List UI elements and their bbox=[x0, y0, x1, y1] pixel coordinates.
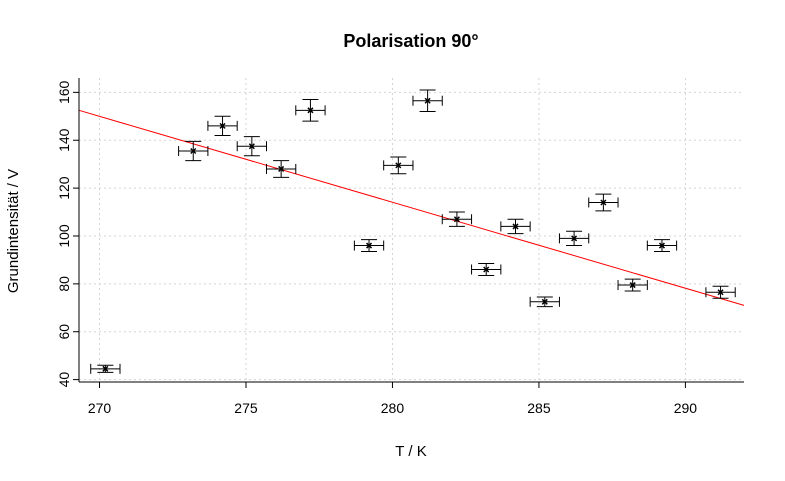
y-axis-ticks: 40 60 80 100 120 140 160 bbox=[56, 80, 79, 387]
point-marker bbox=[248, 143, 255, 150]
axes bbox=[78, 78, 744, 383]
point-marker bbox=[629, 282, 636, 289]
point-marker bbox=[453, 216, 460, 223]
grid-lines bbox=[79, 78, 744, 382]
point-marker bbox=[541, 298, 548, 305]
data-point bbox=[705, 285, 736, 299]
data-point bbox=[646, 239, 678, 253]
data-point bbox=[207, 115, 238, 136]
y-tick-label: 80 bbox=[56, 276, 72, 292]
data-point bbox=[441, 211, 473, 227]
point-marker bbox=[658, 242, 666, 249]
point-marker bbox=[102, 365, 109, 372]
point-marker bbox=[395, 162, 402, 169]
data-point bbox=[353, 239, 385, 253]
x-tick-label: 280 bbox=[381, 400, 405, 416]
x-tick-label: 275 bbox=[234, 400, 258, 416]
data-point bbox=[383, 156, 414, 175]
fit-line-group bbox=[78, 109, 745, 306]
point-marker bbox=[278, 165, 285, 172]
chart-title: Polarisation 90° bbox=[343, 31, 478, 51]
data-point bbox=[558, 230, 590, 247]
point-marker bbox=[424, 97, 431, 104]
data-point bbox=[178, 140, 209, 162]
data-point bbox=[500, 218, 531, 235]
point-marker bbox=[190, 147, 197, 155]
x-tick-label: 270 bbox=[88, 400, 112, 416]
x-tick-label: 285 bbox=[527, 400, 551, 416]
data-point bbox=[295, 99, 326, 122]
point-marker bbox=[512, 223, 519, 230]
data-point bbox=[588, 193, 619, 212]
y-tick-label: 160 bbox=[56, 80, 72, 104]
y-tick-label: 100 bbox=[56, 224, 72, 248]
point-marker bbox=[365, 242, 373, 249]
data-point bbox=[412, 89, 443, 113]
point-marker bbox=[717, 289, 724, 296]
data-point bbox=[236, 136, 267, 157]
data-points bbox=[90, 89, 736, 374]
x-axis-ticks: 270 275 280 285 290 bbox=[88, 382, 697, 416]
point-marker bbox=[307, 107, 314, 114]
point-marker bbox=[483, 266, 490, 273]
data-point bbox=[529, 296, 560, 308]
y-axis-label: Grundintensität / V bbox=[5, 169, 22, 293]
point-marker bbox=[600, 199, 607, 206]
fit-line bbox=[78, 109, 745, 306]
y-tick-label: 60 bbox=[56, 324, 72, 340]
point-marker bbox=[219, 122, 226, 129]
y-tick-label: 120 bbox=[56, 176, 72, 200]
data-point bbox=[265, 160, 297, 178]
y-tick-label: 40 bbox=[56, 372, 72, 388]
x-axis-label: T / K bbox=[395, 443, 426, 460]
data-point bbox=[471, 263, 502, 276]
data-point bbox=[617, 278, 648, 292]
y-tick-label: 140 bbox=[56, 128, 72, 152]
data-point bbox=[90, 363, 121, 374]
x-tick-label: 290 bbox=[674, 400, 698, 416]
point-marker bbox=[571, 235, 578, 242]
